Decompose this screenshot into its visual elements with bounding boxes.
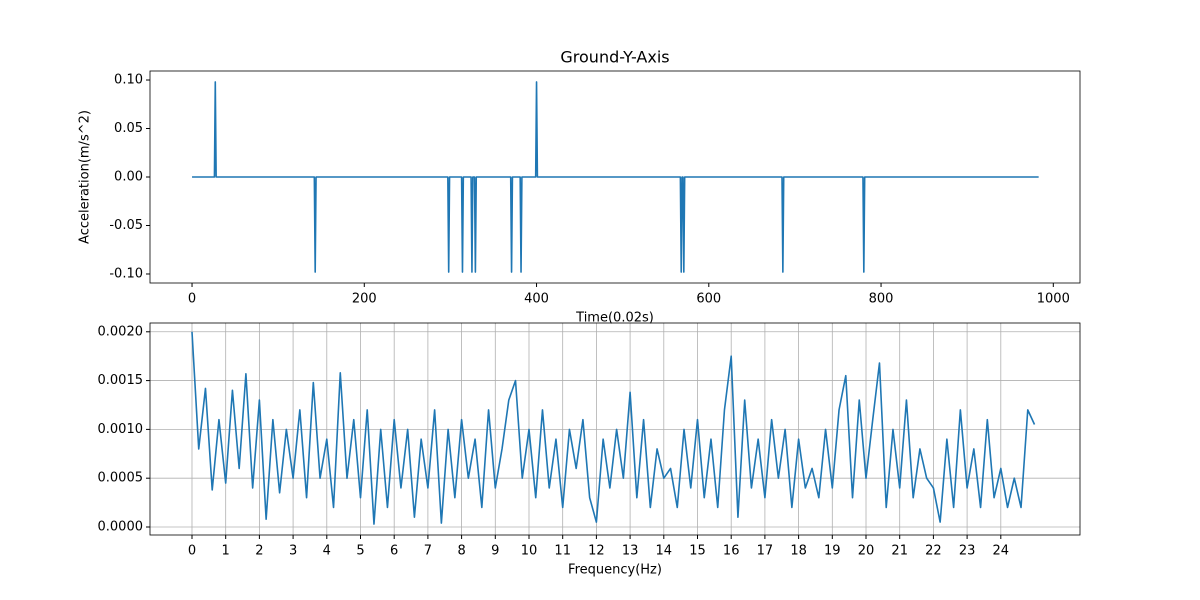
- x-tick-label: 18: [790, 544, 807, 559]
- x-tick-label: 12: [588, 544, 605, 559]
- y-axis-label: Acceleration(m/s^2): [78, 110, 93, 244]
- y-tick-label: 0.0005: [98, 471, 144, 486]
- data-line: [191, 331, 1036, 525]
- y-tick-label: 0.0010: [98, 422, 144, 437]
- y-tick-label: -0.05: [109, 218, 143, 233]
- x-tick-label: 8: [457, 544, 465, 559]
- chart-title: Ground-Y-Axis: [560, 48, 669, 67]
- data-line: [192, 81, 1039, 273]
- y-tick-label: 0.05: [114, 121, 143, 136]
- x-tick-label: 14: [656, 544, 673, 559]
- y-tick-label: 0.0015: [98, 373, 144, 388]
- x-tick-label: 24: [993, 544, 1010, 559]
- x-tick-label: 22: [925, 544, 942, 559]
- x-tick-label: 1000: [1037, 292, 1070, 307]
- x-tick-label: 15: [689, 544, 706, 559]
- x-tick-label: 3: [289, 544, 297, 559]
- x-tick-label: 11: [554, 544, 571, 559]
- x-tick-label: 17: [757, 544, 774, 559]
- x-tick-label: 19: [824, 544, 841, 559]
- x-tick-label: 21: [891, 544, 908, 559]
- x-tick-label: 13: [622, 544, 639, 559]
- x-tick-label: 16: [723, 544, 740, 559]
- x-tick-label: 2: [255, 544, 263, 559]
- x-tick-label: 0: [188, 544, 196, 559]
- y-tick-label: -0.10: [109, 266, 143, 281]
- y-tick-label: 0.10: [114, 73, 143, 88]
- x-tick-label: 9: [491, 544, 499, 559]
- x-tick-label: 6: [390, 544, 398, 559]
- y-tick-label: 0.0020: [98, 324, 144, 339]
- x-tick-label: 400: [524, 292, 549, 307]
- axes-frame: [149, 70, 1081, 284]
- x-tick-label: 20: [858, 544, 875, 559]
- x-tick-label: 0: [188, 292, 196, 307]
- x-tick-label: 10: [521, 544, 538, 559]
- y-tick-label: 0.0000: [98, 519, 144, 534]
- x-tick-label: 1: [222, 544, 230, 559]
- x-tick-label: 200: [352, 292, 377, 307]
- x-tick-label: 23: [959, 544, 976, 559]
- x-tick-label: 5: [356, 544, 364, 559]
- axes-frame: [149, 322, 1081, 536]
- x-tick-label: 800: [869, 292, 894, 307]
- x-axis-label: Time(0.02s): [575, 311, 654, 326]
- x-axis-label: Frequency(Hz): [568, 563, 662, 578]
- x-tick-label: 7: [424, 544, 432, 559]
- x-tick-label: 4: [323, 544, 331, 559]
- y-tick-label: 0.00: [114, 170, 143, 185]
- x-tick-label: 600: [696, 292, 721, 307]
